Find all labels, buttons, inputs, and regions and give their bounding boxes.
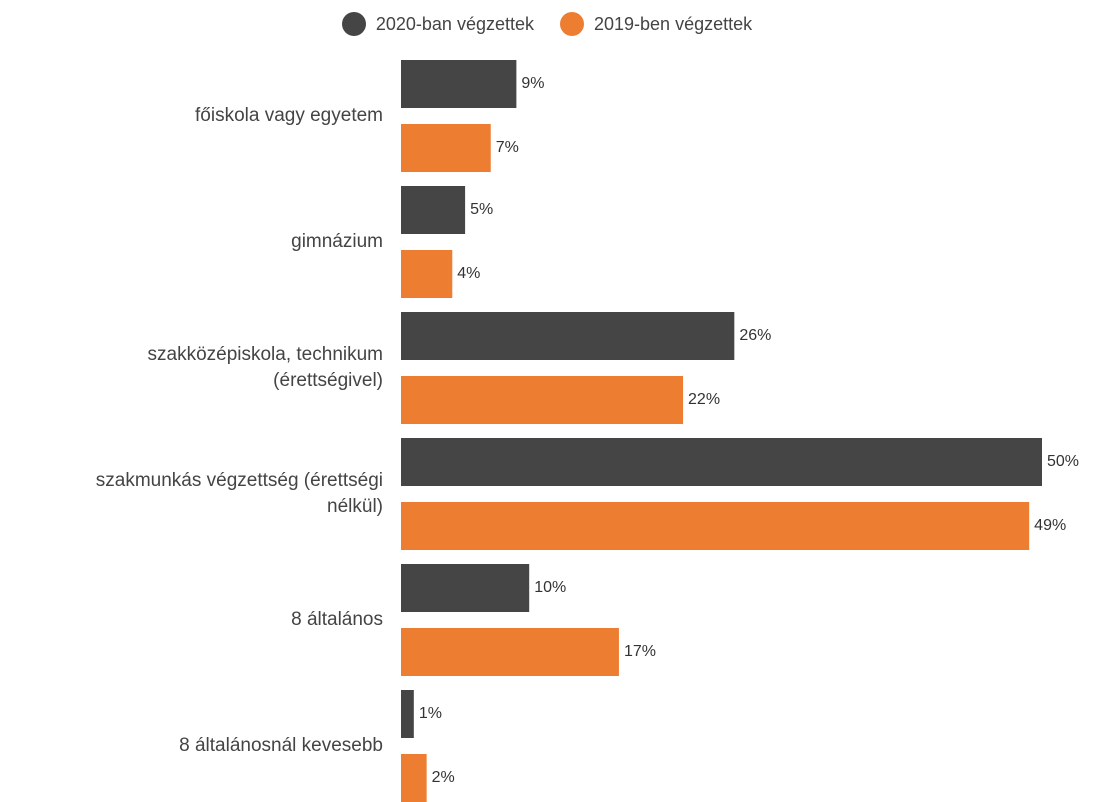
value-label: 26% <box>739 327 771 344</box>
value-label: 17% <box>624 643 656 660</box>
bar <box>401 124 491 172</box>
category-label: gimnázium <box>291 231 383 252</box>
bar <box>401 564 530 612</box>
category-label: 8 általánosnál kevesebb <box>179 735 383 756</box>
bar <box>401 754 427 802</box>
bar <box>401 312 735 360</box>
bar <box>401 376 684 424</box>
value-label: 22% <box>688 391 720 408</box>
legend-swatch <box>341 12 366 36</box>
bar <box>401 502 1030 550</box>
value-label: 9% <box>521 75 544 92</box>
legend-item: 2019-ben végzettek <box>560 12 752 36</box>
value-label: 4% <box>457 265 480 282</box>
legend-item: 2020-ban végzettek <box>341 12 534 36</box>
legend-swatch <box>560 12 584 36</box>
bar <box>401 438 1042 486</box>
value-label: 2% <box>432 769 455 786</box>
legend: 2020-ban végzettek 2019-ben végzettek <box>0 12 1094 36</box>
category-label: 8 általános <box>291 609 383 630</box>
category-label: szakközépiskola, technikum (érettségivel… <box>147 344 384 391</box>
value-label: 10% <box>534 579 566 596</box>
category-label: főiskola vagy egyetem <box>195 105 383 126</box>
bar <box>401 186 466 234</box>
bar <box>401 60 517 108</box>
bar <box>401 250 453 298</box>
value-label: 50% <box>1047 453 1079 470</box>
value-label: 1% <box>419 705 442 722</box>
legend-label: 2020-ban végzettek <box>375 13 534 34</box>
bar <box>401 690 414 738</box>
bar <box>401 628 619 676</box>
value-label: 5% <box>470 201 493 218</box>
value-label: 7% <box>496 139 519 156</box>
value-label: 49% <box>1034 517 1066 534</box>
legend-label: 2019-ben végzettek <box>594 13 753 34</box>
category-label: szakmunkás végzettség (érettségi nélkül) <box>95 470 383 517</box>
